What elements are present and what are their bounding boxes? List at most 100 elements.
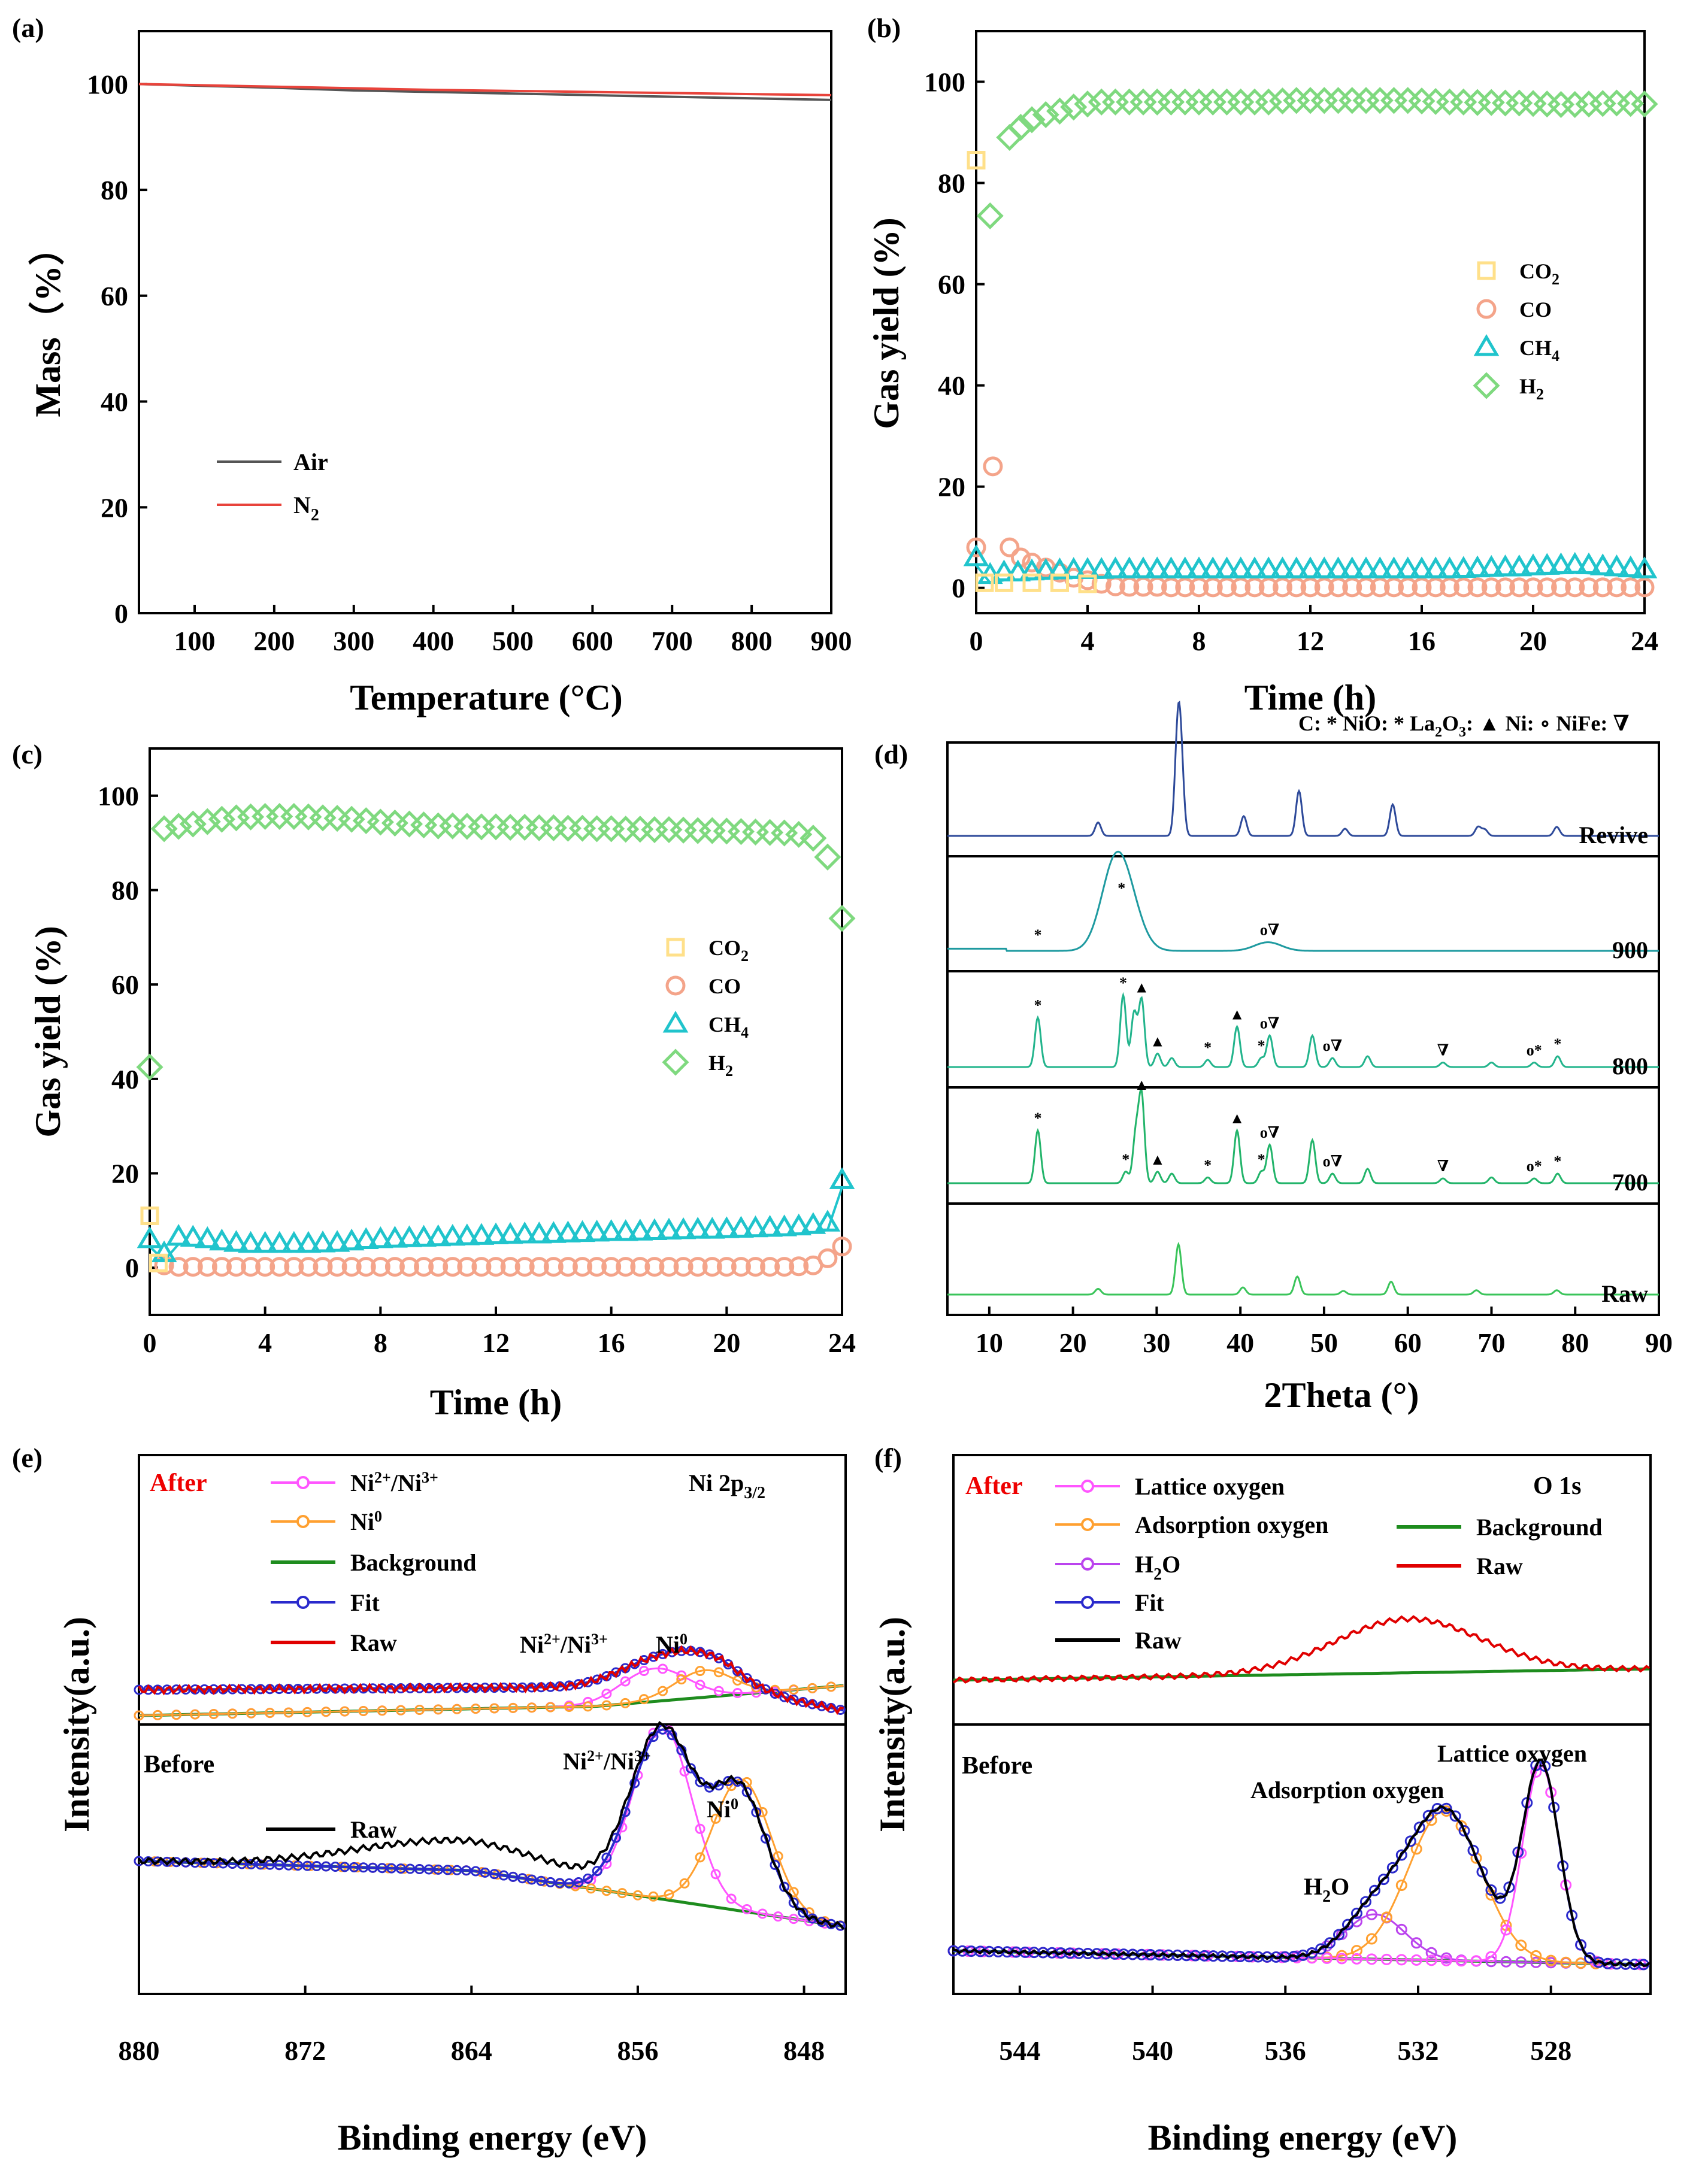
before-fit-marker <box>283 1860 294 1871</box>
marker-co <box>1273 577 1292 598</box>
x-tick-label: 70 <box>1477 1328 1505 1358</box>
marker-co <box>500 1257 520 1277</box>
marker-h2 <box>1171 88 1199 116</box>
x-tick-label: 540 <box>1132 2035 1173 2066</box>
marker-ch4 <box>209 1228 235 1251</box>
after-ni0-marker <box>152 1710 163 1720</box>
legend-sub: 2 <box>1552 271 1559 288</box>
ni2p-title: Ni 2p3/2 <box>689 1469 765 1502</box>
marker-co <box>255 1257 275 1277</box>
annot-before-adsorption: Adsorption oxygen <box>1250 1777 1444 1804</box>
marker-ch4 <box>1422 556 1449 578</box>
series-lines-a <box>138 83 832 101</box>
marker-h2 <box>976 202 1004 230</box>
legend-label-co2: CO2 <box>1519 259 1559 288</box>
marker-ch4 <box>526 1222 552 1244</box>
marker-ch4 <box>1450 556 1477 578</box>
before-fit-marker <box>377 1863 387 1874</box>
x-tick-label: 856 <box>617 2035 658 2066</box>
phase-marker: o* <box>1527 1157 1542 1175</box>
marker-co <box>983 456 1003 477</box>
before-ni0-marker <box>617 1888 628 1899</box>
legend-text: CH <box>708 1013 741 1036</box>
marker-co2 <box>1078 574 1097 593</box>
before-fit-marker <box>302 1860 313 1871</box>
before-fit-marker <box>770 1859 780 1870</box>
before-fit-marker <box>498 1870 509 1881</box>
x-ticks-e: 880 872 864 856 848 <box>119 1986 825 2066</box>
marker-co <box>1161 577 1181 598</box>
x-tick-label: 4 <box>1081 626 1095 656</box>
marker-h2 <box>1129 88 1157 116</box>
legend-label-fit-e: Fit <box>350 1589 380 1616</box>
panel-label-d: (d) <box>874 739 908 769</box>
marker-ch4 <box>1214 556 1240 578</box>
legend-marker-co <box>1476 299 1497 319</box>
x-tick-label: 848 <box>783 2035 825 2066</box>
a-ni0: Ni <box>656 1631 680 1658</box>
legend-label-h2o: H2O <box>1135 1551 1180 1584</box>
marker-ch4 <box>295 1230 322 1253</box>
marker-co <box>1328 577 1348 598</box>
annot-before-h2o: H2O <box>1304 1873 1349 1906</box>
x-tick-label: 100 <box>174 626 216 656</box>
marker-co <box>1467 577 1488 598</box>
before-lattice-marker <box>1395 1954 1407 1966</box>
x-tick-label: 600 <box>572 626 613 656</box>
h2o-o: O <box>1162 1551 1180 1578</box>
marker-h2 <box>1213 88 1241 116</box>
before-fit-marker <box>330 1861 341 1872</box>
before-fit-f-marker <box>1449 1810 1461 1822</box>
after-ni0-marker <box>470 1704 481 1714</box>
phase-marker: * <box>1034 1110 1041 1127</box>
legend-marker-co <box>665 975 686 996</box>
marker-h2 <box>150 815 178 842</box>
before-fit-marker <box>246 1859 256 1869</box>
marker-ch4 <box>743 1215 768 1238</box>
after-nioxid-marker <box>713 1686 724 1696</box>
marker-co <box>183 1257 203 1277</box>
marker-co <box>154 1255 174 1275</box>
x-ticks-b: 0 4 8 12 16 20 24 <box>970 605 1658 656</box>
legend-label-ch4: CH4 <box>708 1013 749 1041</box>
y-ticks-c: 0 20 40 60 80 100 <box>98 781 158 1283</box>
marker-co <box>1217 577 1237 598</box>
marker-ch4 <box>1604 554 1630 577</box>
after-ni0-marker <box>190 1709 201 1720</box>
legend-label-background-f: Background <box>1476 1514 1602 1541</box>
marker-ch4 <box>1130 556 1156 578</box>
before-fit-f-marker <box>1575 1939 1587 1951</box>
after-ni0-marker <box>302 1707 313 1717</box>
marker-ch4 <box>1478 554 1504 577</box>
marker-ch4 <box>194 1226 220 1248</box>
marker-ch4 <box>800 1212 826 1234</box>
annot-before-ni0: Ni0 <box>707 1795 738 1823</box>
marker-ch4 <box>1047 557 1073 580</box>
x-tick-label: 10 <box>976 1328 1003 1358</box>
marker-h2 <box>626 816 654 843</box>
marker-ch4 <box>699 1217 725 1239</box>
before-lattice-marker <box>1336 1953 1348 1965</box>
x-tick-label: 40 <box>1227 1328 1254 1358</box>
before-fit-marker <box>555 1878 565 1889</box>
xps-curves-e <box>134 1645 846 1931</box>
h2o-sub: 2 <box>1153 1565 1162 1584</box>
after-label-f: After <box>965 1472 1023 1500</box>
legend-label-air: Air <box>293 448 328 475</box>
before-lattice-marker <box>1455 1955 1467 1967</box>
y-tick-label: 100 <box>87 69 128 99</box>
before-fit-marker <box>423 1864 434 1875</box>
before-fit-f-marker <box>1458 1825 1470 1837</box>
x-tick-label: 0 <box>970 626 983 656</box>
x-tick-label: 200 <box>253 626 295 656</box>
x-tick-label: 24 <box>828 1328 856 1358</box>
marker-co <box>1607 577 1627 598</box>
legend-text: CH <box>1519 336 1552 360</box>
marker-co <box>341 1257 362 1277</box>
marker-co <box>428 1257 449 1277</box>
legend-marker-ni0 <box>296 1515 310 1528</box>
marker-ch4 <box>1144 556 1170 578</box>
marker-ch4 <box>1339 556 1365 578</box>
after-ni0-marker <box>807 1683 817 1693</box>
